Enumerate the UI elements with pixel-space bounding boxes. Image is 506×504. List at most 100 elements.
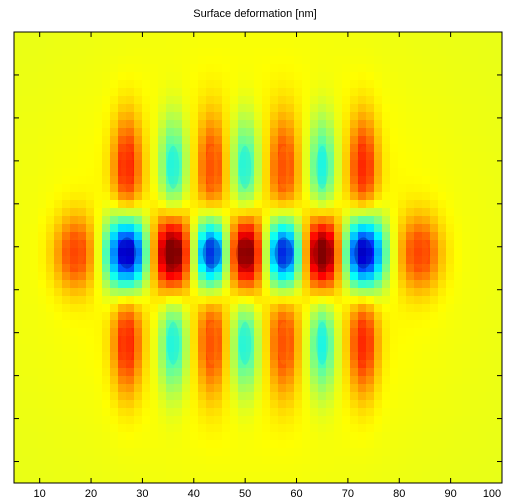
heatmap-cell: [278, 144, 287, 153]
heatmap-cell: [142, 336, 151, 345]
heatmap-cell: [198, 64, 207, 73]
heatmap-cell: [198, 88, 207, 97]
heatmap-cell: [422, 40, 431, 49]
heatmap-cell: [414, 416, 423, 425]
heatmap-cell: [118, 88, 127, 97]
heatmap-cell: [86, 120, 95, 129]
heatmap-cell: [246, 80, 255, 89]
heatmap-cell: [214, 240, 223, 249]
heatmap-cell: [462, 152, 471, 161]
heatmap-cell: [126, 240, 135, 249]
heatmap-cell: [406, 224, 415, 233]
heatmap-cell: [254, 392, 263, 401]
heatmap-cell: [358, 184, 367, 193]
heatmap-cell: [102, 368, 111, 377]
heatmap-cell: [358, 272, 367, 281]
heatmap-cell: [366, 336, 375, 345]
heatmap-cell: [438, 408, 447, 417]
heatmap-cell: [182, 208, 191, 217]
heatmap-cell: [454, 384, 463, 393]
heatmap-cell: [102, 344, 111, 353]
heatmap-cell: [94, 216, 103, 225]
heatmap-cell: [150, 56, 159, 65]
heatmap-cell: [62, 328, 71, 337]
heatmap-cell: [342, 384, 351, 393]
heatmap-cell: [142, 104, 151, 113]
heatmap-cell: [446, 360, 455, 369]
heatmap-cell: [78, 480, 87, 484]
heatmap-cell: [102, 224, 111, 233]
heatmap-cell: [270, 464, 279, 473]
heatmap-cell: [70, 248, 79, 257]
heatmap-cell: [326, 344, 335, 353]
heatmap-cell: [462, 392, 471, 401]
heatmap-cell: [126, 432, 135, 441]
heatmap-cell: [374, 336, 383, 345]
heatmap-cell: [94, 368, 103, 377]
heatmap-cell: [278, 456, 287, 465]
heatmap-cell: [30, 424, 39, 433]
heatmap-cell: [358, 192, 367, 201]
heatmap-cell: [454, 208, 463, 217]
heatmap-cell: [182, 80, 191, 89]
heatmap-cell: [206, 376, 215, 385]
heatmap-cell: [294, 136, 303, 145]
heatmap-cell: [446, 64, 455, 73]
heatmap-cell: [406, 64, 415, 73]
heatmap-cell: [366, 376, 375, 385]
heatmap-cell: [118, 272, 127, 281]
heatmap-cell: [94, 432, 103, 441]
heatmap-cell: [246, 472, 255, 481]
heatmap-cell: [46, 32, 55, 41]
heatmap-cell: [430, 424, 439, 433]
heatmap-cell: [246, 464, 255, 473]
heatmap-cell: [86, 312, 95, 321]
heatmap-cell: [86, 320, 95, 329]
heatmap-cell: [262, 320, 271, 329]
heatmap-cell: [470, 344, 479, 353]
heatmap-cell: [198, 368, 207, 377]
heatmap-cell: [294, 224, 303, 233]
heatmap-cell: [406, 248, 415, 257]
heatmap-cell: [454, 168, 463, 177]
heatmap-cell: [422, 120, 431, 129]
heatmap-cell: [478, 200, 487, 209]
heatmap-cell: [478, 424, 487, 433]
heatmap-cell: [78, 224, 87, 233]
heatmap-cell: [478, 280, 487, 289]
heatmap-blob: [239, 145, 252, 189]
heatmap-cell: [54, 424, 63, 433]
heatmap-cell: [342, 32, 351, 41]
heatmap-cell: [62, 32, 71, 41]
heatmap-cell: [430, 96, 439, 105]
heatmap-cell: [262, 336, 271, 345]
heatmap-cell: [430, 288, 439, 297]
heatmap-cell: [454, 176, 463, 185]
heatmap-cell: [38, 168, 47, 177]
heatmap-cell: [238, 48, 247, 57]
heatmap-cell: [14, 376, 23, 385]
heatmap-cell: [70, 480, 79, 484]
heatmap-cell: [62, 160, 71, 169]
heatmap-cell: [142, 264, 151, 273]
heatmap-cell: [102, 280, 111, 289]
heatmap-cell: [326, 264, 335, 273]
heatmap-cell: [78, 344, 87, 353]
heatmap-cell: [262, 280, 271, 289]
heatmap-cell: [494, 312, 503, 321]
heatmap-cell: [222, 72, 231, 81]
heatmap-cell: [366, 272, 375, 281]
heatmap-cell: [278, 408, 287, 417]
heatmap-cell: [14, 360, 23, 369]
heatmap-cell: [46, 104, 55, 113]
heatmap-cell: [30, 104, 39, 113]
heatmap-cell: [182, 424, 191, 433]
heatmap-cell: [302, 136, 311, 145]
heatmap-cell: [126, 120, 135, 129]
heatmap-cell: [342, 56, 351, 65]
heatmap-cell: [494, 352, 503, 361]
heatmap-cell: [494, 104, 503, 113]
heatmap-cell: [222, 184, 231, 193]
heatmap-cell: [38, 472, 47, 481]
heatmap-cell: [86, 384, 95, 393]
